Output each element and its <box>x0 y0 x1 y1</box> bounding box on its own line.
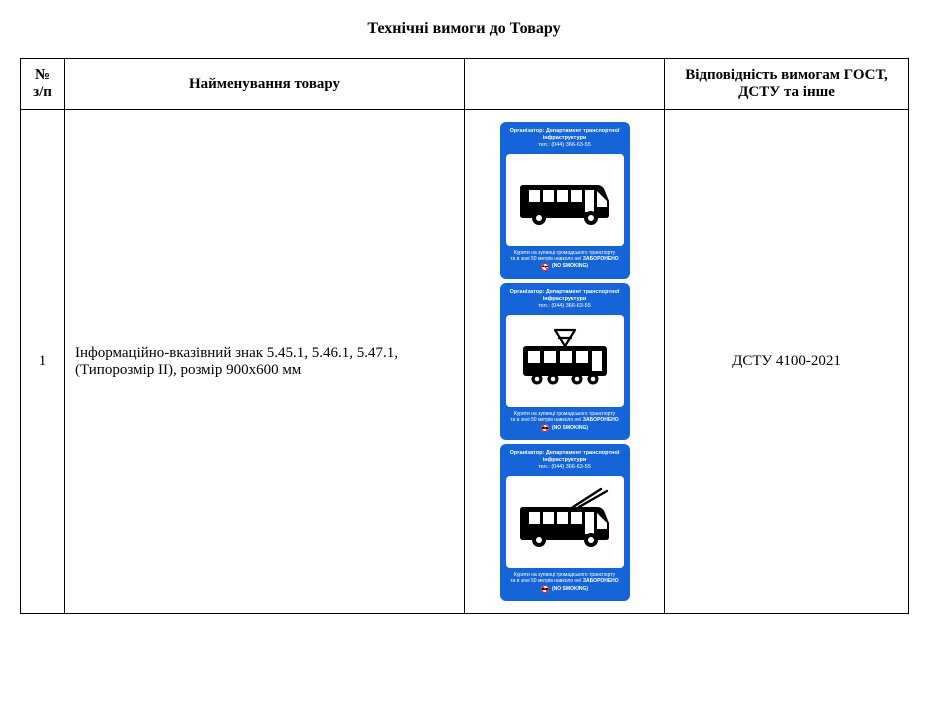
sign-pictogram <box>506 476 624 568</box>
sign-header: Організатор: Департамент транспортної ін… <box>504 287 626 313</box>
table-header-row: № з/п Найменування товару Відповідність … <box>21 59 909 110</box>
no-smoking-text: (NO SMOKING) <box>552 263 588 270</box>
col-header-image <box>465 59 665 110</box>
no-smoking-icon <box>541 263 549 271</box>
sign-pictogram <box>506 315 624 407</box>
tram-icon <box>515 324 615 398</box>
organizer-value: Департамент транспортної інфраструктури <box>543 128 620 141</box>
organizer-label: Організатор: <box>510 450 545 456</box>
page-title: Технічні вимоги до Товару <box>20 20 908 38</box>
organizer-label: Організатор: <box>510 128 545 134</box>
tel-label: тел.: <box>538 303 550 309</box>
tel-value: (044) 366-63-55 <box>551 303 590 309</box>
cell-images: Організатор: Департамент транспортної ін… <box>465 110 665 614</box>
sign-pictogram <box>506 154 624 246</box>
sign-footer: Курити на зупинці громадського транспорт… <box>504 411 626 435</box>
organizer-value: Департамент транспортної інфраструктури <box>543 289 620 302</box>
no-smoking-line: (NO SMOKING) <box>541 263 588 271</box>
trolleybus-icon <box>515 485 615 559</box>
road-sign: Організатор: Департамент транспортної ін… <box>500 122 630 279</box>
col-header-std: Відповідність вимогам ГОСТ, ДСТУ та інше <box>665 59 909 110</box>
road-sign: Організатор: Департамент транспортної ін… <box>500 444 630 601</box>
no-smoking-icon <box>541 424 549 432</box>
no-smoking-text: (NO SMOKING) <box>552 425 588 432</box>
cell-std: ДСТУ 4100-2021 <box>665 110 909 614</box>
cell-num: 1 <box>21 110 65 614</box>
organizer-label: Організатор: <box>510 289 545 295</box>
sign-header: Організатор: Департамент транспортної ін… <box>504 126 626 152</box>
sign-header: Організатор: Департамент транспортної ін… <box>504 448 626 474</box>
bus-icon <box>515 163 615 237</box>
tel-label: тел.: <box>538 142 550 148</box>
road-sign: Організатор: Департамент транспортної ін… <box>500 283 630 440</box>
spec-table: № з/п Найменування товару Відповідність … <box>20 58 909 614</box>
col-header-name: Найменування товару <box>65 59 465 110</box>
sign-footer: Курити на зупинці громадського транспорт… <box>504 572 626 596</box>
table-row: 1 Інформаційно-вказівний знак 5.45.1, 5.… <box>21 110 909 614</box>
no-smoking-icon <box>541 585 549 593</box>
no-smoking-line: (NO SMOKING) <box>541 585 588 593</box>
col-header-num: № з/п <box>21 59 65 110</box>
organizer-value: Департамент транспортної інфраструктури <box>543 450 620 463</box>
no-smoking-line: (NO SMOKING) <box>541 424 588 432</box>
no-smoking-text: (NO SMOKING) <box>552 586 588 593</box>
tel-label: тел.: <box>538 464 550 470</box>
cell-name: Інформаційно-вказівний знак 5.45.1, 5.46… <box>65 110 465 614</box>
tel-value: (044) 366-63-55 <box>551 464 590 470</box>
tel-value: (044) 366-63-55 <box>551 142 590 148</box>
sign-footer: Курити на зупинці громадського транспорт… <box>504 250 626 274</box>
